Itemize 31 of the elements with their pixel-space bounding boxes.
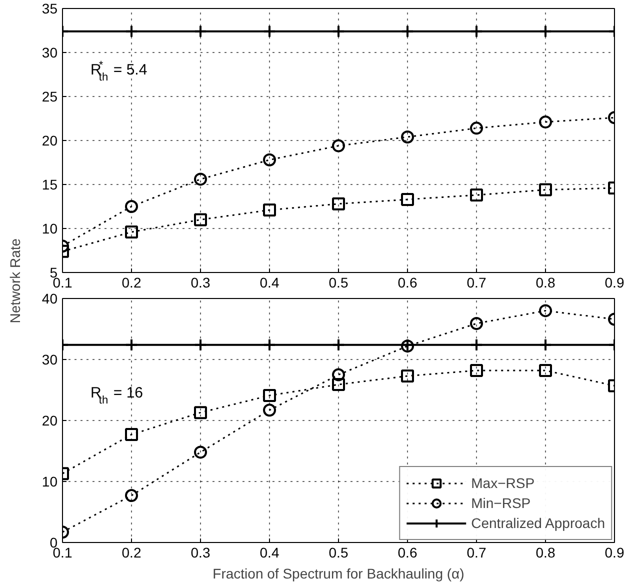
legend-label: Min−RSP bbox=[471, 495, 531, 511]
x-tick-label: 0.9 bbox=[604, 274, 624, 290]
y-tick-label: 10 bbox=[42, 220, 58, 236]
y-axis-title: Network Rate bbox=[6, 238, 23, 324]
x-tick-label: 0.8 bbox=[536, 274, 556, 290]
y-tick-label: 15 bbox=[42, 176, 58, 192]
x-axis-title: Fraction of Spectrum for Backhauling (α) bbox=[212, 566, 464, 582]
x-tick-label: 0.3 bbox=[190, 544, 210, 560]
y-tick-label: 20 bbox=[42, 412, 58, 428]
legend-label: Max−RSP bbox=[471, 475, 535, 491]
y-tick-label: 10 bbox=[42, 474, 58, 490]
legend-label: Centralized Approach bbox=[471, 515, 605, 531]
y-tick-label: 25 bbox=[42, 88, 58, 104]
x-tick-label: 0.7 bbox=[466, 274, 486, 290]
y-tick-label: 30 bbox=[42, 352, 58, 368]
x-tick-label: 0.6 bbox=[398, 274, 418, 290]
y-tick-label: 35 bbox=[42, 0, 58, 16]
x-tick-label: 0.2 bbox=[122, 544, 142, 560]
x-tick-label: 0.5 bbox=[328, 544, 348, 560]
x-tick-label: 0.4 bbox=[260, 274, 280, 290]
y-tick-label: 20 bbox=[42, 132, 58, 148]
x-tick-label: 0.9 bbox=[604, 544, 624, 560]
x-tick-label: 0.6 bbox=[398, 544, 418, 560]
x-tick-label: 0.8 bbox=[536, 544, 556, 560]
x-tick-label: 0.7 bbox=[466, 544, 486, 560]
y-tick-label: 40 bbox=[42, 290, 58, 306]
x-tick-label: 0.5 bbox=[328, 274, 348, 290]
x-tick-label: 0.2 bbox=[122, 274, 142, 290]
x-tick-label: 0.3 bbox=[190, 274, 210, 290]
x-tick-label: 0.4 bbox=[260, 544, 280, 560]
y-tick-label: 30 bbox=[42, 44, 58, 60]
